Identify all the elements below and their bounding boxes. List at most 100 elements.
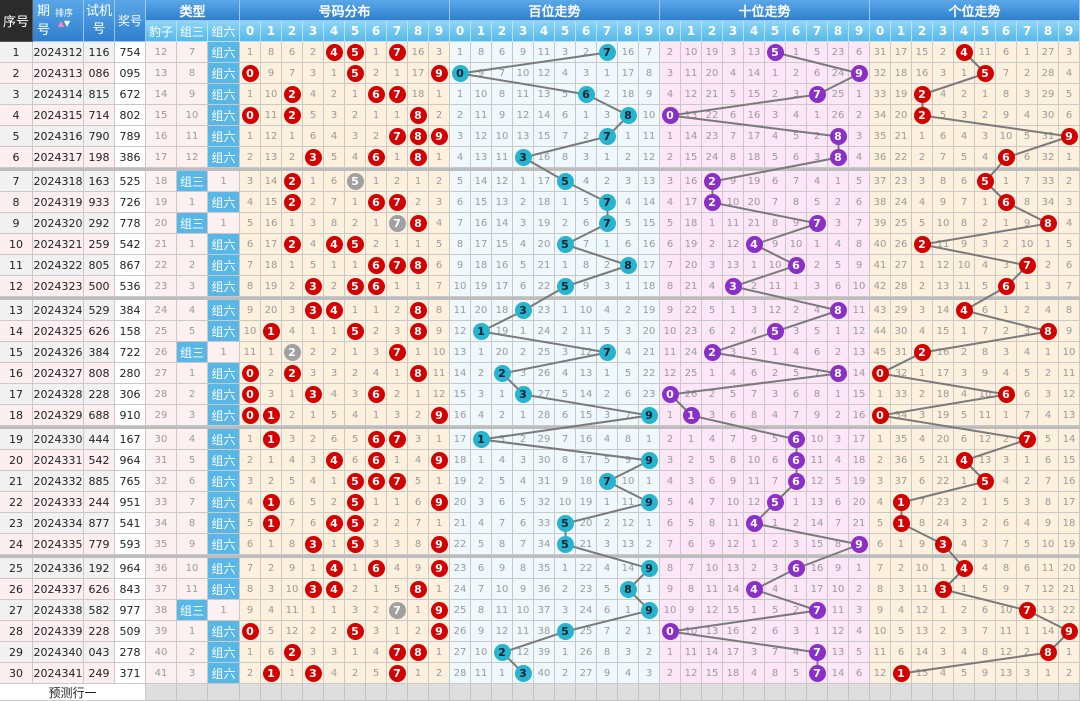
predict-cell[interactable] <box>555 684 576 701</box>
predict-cell[interactable] <box>849 684 870 701</box>
predict-cell[interactable] <box>240 684 261 701</box>
predict-cell[interactable] <box>261 684 282 701</box>
units-cell-9: 1 <box>1059 642 1080 663</box>
units-cell-6: 6 <box>996 147 1017 168</box>
dist-cell-7: 1 <box>387 234 408 255</box>
units-cell-8: 1 <box>1038 342 1059 363</box>
units-cell-9: 18 <box>1059 513 1080 534</box>
predict-cell[interactable] <box>660 684 681 701</box>
predict-cell[interactable] <box>702 684 723 701</box>
dist-cell-3: 3 <box>303 147 324 168</box>
predict-cell[interactable] <box>786 684 807 701</box>
header-tens-digit-7: 7 <box>807 21 828 42</box>
predict-cell[interactable] <box>366 684 387 701</box>
dist-cell-0: 7 <box>240 558 261 579</box>
units-cell-7: 7 <box>1017 429 1038 450</box>
sort-arrows-icon: ▲ <box>57 19 64 28</box>
units-cell-8: 8 <box>1038 642 1059 663</box>
dist-cell-5: 5 <box>345 513 366 534</box>
dist-ball-9: 9 <box>430 406 448 424</box>
predict-cell[interactable] <box>996 684 1017 701</box>
units-cell-8: 28 <box>1038 63 1059 84</box>
dist-cell-3: 5 <box>303 492 324 513</box>
header-period-sort[interactable]: 期号 排序 ▲▼ <box>33 0 84 42</box>
type-group3-cell: 1 <box>177 234 208 255</box>
units-cell-6: 2 <box>996 321 1017 342</box>
predict-cell[interactable] <box>303 684 324 701</box>
header-units-digit-0: 0 <box>870 21 891 42</box>
hundreds-cell-7: 3 <box>597 405 618 426</box>
hundreds-cell-5: 5 <box>555 534 576 555</box>
row-period: 2024314 <box>33 84 84 105</box>
predict-cell[interactable] <box>408 684 429 701</box>
predict-cell[interactable] <box>639 684 660 701</box>
dist-ball-1: 1 <box>262 514 280 532</box>
hundreds-cell-7: 7 <box>597 126 618 147</box>
dist-cell-6: 6 <box>366 450 387 471</box>
type-group3-cell: 6 <box>177 471 208 492</box>
dist-ball-5: 5 <box>346 493 364 511</box>
dist-cell-4: 2 <box>324 276 345 297</box>
tens-cell-7: 5 <box>807 42 828 63</box>
tens-cell-2: 6 <box>702 471 723 492</box>
predict-cell[interactable] <box>177 684 208 701</box>
predict-cell[interactable] <box>471 684 492 701</box>
row-test-number: 198 <box>84 147 115 168</box>
predict-cell[interactable] <box>534 684 555 701</box>
predict-cell[interactable] <box>870 684 891 701</box>
units-cell-6: 6 <box>996 384 1017 405</box>
predict-cell[interactable] <box>387 684 408 701</box>
predict-cell[interactable] <box>807 684 828 701</box>
predict-cell[interactable] <box>1059 684 1080 701</box>
predict-cell[interactable] <box>912 684 933 701</box>
predict-cell[interactable] <box>345 684 366 701</box>
units-ball-4: 4 <box>955 43 973 61</box>
dist-cell-4: 2 <box>324 492 345 513</box>
dist-cell-1: 1 <box>261 534 282 555</box>
dist-cell-1: 6 <box>261 642 282 663</box>
hundreds-ball-5: 5 <box>556 535 574 553</box>
predict-cell[interactable] <box>933 684 954 701</box>
units-cell-4: 9 <box>954 234 975 255</box>
units-cell-9: 7 <box>1059 276 1080 297</box>
predict-cell[interactable] <box>618 684 639 701</box>
predict-cell[interactable] <box>492 684 513 701</box>
dist-cell-3: 3 <box>303 363 324 384</box>
predict-cell[interactable] <box>429 684 450 701</box>
predict-cell[interactable] <box>324 684 345 701</box>
predict-cell[interactable] <box>282 684 303 701</box>
predict-cell[interactable] <box>744 684 765 701</box>
sort-button[interactable]: 排序 ▲▼ <box>55 9 73 29</box>
predict-cell[interactable] <box>723 684 744 701</box>
dist-cell-3: 6 <box>303 126 324 147</box>
predict-cell[interactable] <box>681 684 702 701</box>
dist-cell-7: 7 <box>387 84 408 105</box>
hundreds-cell-4: 37 <box>534 600 555 621</box>
predict-cell[interactable] <box>1038 684 1059 701</box>
tens-ball-4: 4 <box>745 580 763 598</box>
predict-cell[interactable] <box>597 684 618 701</box>
tens-cell-8: 23 <box>828 42 849 63</box>
type-group6-cell: 组六 <box>208 492 240 513</box>
hundreds-cell-6: 21 <box>576 534 597 555</box>
units-cell-6: 9 <box>996 579 1017 600</box>
predict-cell[interactable] <box>954 684 975 701</box>
hundreds-cell-7: 7 <box>597 42 618 63</box>
predict-cell[interactable] <box>1017 684 1038 701</box>
predict-cell[interactable] <box>828 684 849 701</box>
units-cell-6: 5 <box>996 492 1017 513</box>
predict-cell[interactable] <box>975 684 996 701</box>
tens-ball-4: 4 <box>745 514 763 532</box>
predict-cell[interactable] <box>450 684 471 701</box>
predict-cell[interactable] <box>513 684 534 701</box>
predict-cell[interactable] <box>891 684 912 701</box>
predict-cell[interactable] <box>765 684 786 701</box>
predict-cell[interactable] <box>208 684 240 701</box>
row-seq: 10 <box>0 234 33 255</box>
row-draw-number: 158 <box>115 321 146 342</box>
predict-cell[interactable] <box>146 684 177 701</box>
predict-cell[interactable] <box>576 684 597 701</box>
hundreds-cell-5: 8 <box>555 147 576 168</box>
hundreds-cell-8: 6 <box>618 384 639 405</box>
dist-cell-1: 10 <box>261 84 282 105</box>
